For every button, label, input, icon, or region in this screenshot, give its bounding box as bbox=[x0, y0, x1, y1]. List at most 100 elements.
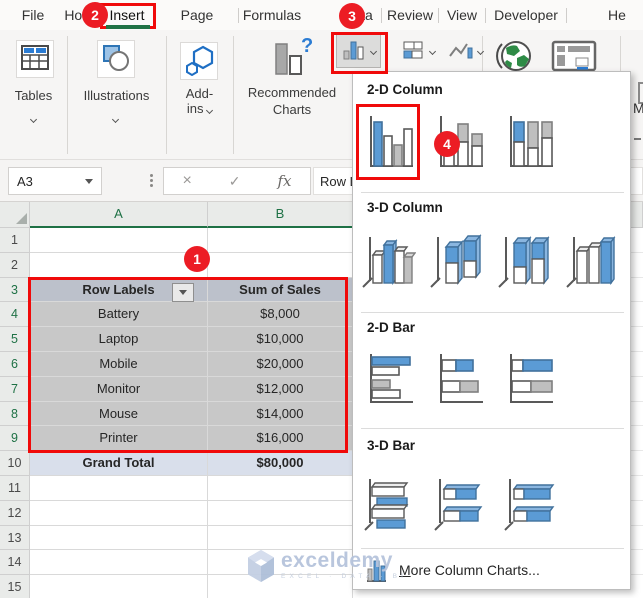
chart-type-3d-100-stacked-column[interactable] bbox=[495, 226, 553, 294]
row-header-9[interactable]: 9 bbox=[0, 426, 30, 452]
row-header-11[interactable]: 11 bbox=[0, 475, 30, 501]
row-10: 10 Grand Total $80,000 bbox=[0, 451, 643, 476]
chart-type-3d-column[interactable] bbox=[563, 226, 621, 294]
cell-a8[interactable]: Mouse bbox=[30, 401, 208, 427]
highlight-box-column-chart-button bbox=[331, 32, 388, 74]
tab-view[interactable]: View bbox=[446, 7, 478, 23]
cell-a7[interactable]: Monitor bbox=[30, 376, 208, 402]
step-badge-1: 1 bbox=[184, 246, 210, 272]
insert-function-icon[interactable]: fx bbox=[277, 172, 292, 190]
cell-a6[interactable]: Mobile bbox=[30, 351, 208, 377]
column-header-a[interactable]: A bbox=[30, 202, 208, 228]
cell-b7[interactable]: $12,000 bbox=[208, 376, 353, 402]
row-header-1[interactable]: 1 bbox=[0, 228, 30, 253]
3d-100-stacked-column-icon bbox=[498, 236, 550, 288]
row-header-5[interactable]: 5 bbox=[0, 327, 30, 352]
filter-arrow-icon bbox=[179, 290, 187, 295]
row-header-10[interactable]: 10 bbox=[0, 451, 30, 476]
insert-column-chart-icon bbox=[341, 39, 367, 64]
clustered-column-icon bbox=[370, 116, 413, 167]
row-header-2[interactable]: 2 bbox=[0, 252, 30, 278]
row-header-13[interactable]: 13 bbox=[0, 525, 30, 551]
select-all-button[interactable] bbox=[0, 202, 30, 228]
section-title-2d-bar: 2-D Bar bbox=[367, 320, 416, 335]
more-column-charts-item[interactable]: More Column Charts... bbox=[353, 554, 632, 586]
tab-file[interactable]: File bbox=[21, 7, 45, 23]
chart-type-stacked-bar[interactable] bbox=[431, 344, 489, 412]
pivotchart-button[interactable] bbox=[551, 40, 597, 75]
clipped-ribbon-label: M bbox=[633, 100, 643, 116]
row-header-4[interactable]: 4 bbox=[0, 302, 30, 328]
maps-globe-icon bbox=[494, 41, 536, 77]
chart-type-3d-stacked-column[interactable] bbox=[427, 226, 485, 294]
chart-type-clustered-bar[interactable] bbox=[361, 344, 419, 412]
cell-b8[interactable]: $14,000 bbox=[208, 401, 353, 427]
chart-type-100-stacked-bar[interactable] bbox=[501, 344, 559, 412]
insert-line-chart-button[interactable] bbox=[444, 34, 487, 68]
3d-100-stacked-bar-icon bbox=[504, 479, 555, 531]
3d-clustered-column-icon bbox=[362, 237, 416, 288]
insert-bar-chart-button[interactable] bbox=[398, 34, 439, 68]
row-header-6[interactable]: 6 bbox=[0, 351, 30, 377]
section-title-2d-column: 2-D Column bbox=[367, 82, 443, 97]
row-header-15[interactable]: 15 bbox=[0, 575, 30, 598]
add-ins-button[interactable] bbox=[180, 42, 218, 80]
step-badge-4: 4 bbox=[434, 131, 460, 157]
section-title-3d-bar: 3-D Bar bbox=[367, 438, 416, 453]
maps-button[interactable] bbox=[494, 38, 536, 77]
tables-button[interactable] bbox=[16, 40, 54, 78]
cell-b6[interactable]: $20,000 bbox=[208, 351, 353, 377]
stacked-bar-icon bbox=[440, 354, 483, 403]
chart-type-3d-stacked-bar[interactable] bbox=[431, 470, 489, 538]
tab-help-clipped[interactable]: He bbox=[608, 7, 626, 23]
illustrations-label: Illustrations bbox=[83, 88, 150, 103]
clipped-ribbon-button bbox=[638, 82, 643, 104]
formula-bar-splitter[interactable] bbox=[150, 174, 153, 177]
highlight-box-clustered-column-option bbox=[356, 104, 420, 180]
cell-a10[interactable]: Grand Total bbox=[30, 451, 208, 476]
100-stacked-column-icon bbox=[510, 116, 553, 167]
illustrations-button[interactable] bbox=[97, 40, 135, 78]
column-header-b[interactable]: B bbox=[208, 202, 353, 228]
tab-developer[interactable]: Developer bbox=[494, 7, 558, 23]
pivot-filter-button[interactable] bbox=[172, 283, 194, 302]
add-ins-label: Add- ins bbox=[185, 86, 214, 116]
section-title-3d-column: 3-D Column bbox=[367, 200, 443, 215]
cell-a5[interactable]: Laptop bbox=[30, 327, 208, 352]
3d-stacked-bar-icon bbox=[434, 479, 483, 531]
cell-b3[interactable]: Sum of Sales bbox=[208, 277, 353, 303]
row-header-7[interactable]: 7 bbox=[0, 376, 30, 402]
tab-formulas[interactable]: Formulas bbox=[242, 7, 302, 23]
recommended-charts-label: Recommended Charts bbox=[247, 85, 337, 117]
insert-bar-chart-icon bbox=[402, 40, 426, 63]
cancel-icon[interactable]: × bbox=[182, 172, 192, 189]
name-box-dropdown-icon[interactable] bbox=[85, 178, 93, 184]
name-box[interactable]: A3 bbox=[8, 167, 102, 195]
insert-line-chart-icon bbox=[448, 40, 474, 63]
cell-b4[interactable]: $8,000 bbox=[208, 302, 353, 328]
row-header-14[interactable]: 14 bbox=[0, 550, 30, 576]
cell-b5[interactable]: $10,000 bbox=[208, 327, 353, 352]
recommended-charts-button[interactable]: ? bbox=[272, 35, 313, 83]
tab-insert[interactable]: Insert bbox=[109, 7, 145, 23]
chart-type-3d-clustered-column[interactable] bbox=[359, 226, 417, 294]
chart-type-3d-100-stacked-bar[interactable] bbox=[501, 470, 559, 538]
chart-type-clustered-column[interactable] bbox=[361, 108, 419, 176]
row-header-8[interactable]: 8 bbox=[0, 401, 30, 427]
3d-column-icon bbox=[566, 235, 616, 288]
cell-a9[interactable]: Printer bbox=[30, 426, 208, 452]
chart-type-3d-clustered-bar[interactable] bbox=[361, 470, 419, 538]
tab-page-layout[interactable]: Page Layout bbox=[176, 7, 218, 53]
step-badge-2: 2 bbox=[82, 2, 108, 28]
cell-b10[interactable]: $80,000 bbox=[208, 451, 353, 476]
row-7: 7 Monitor $12,000 bbox=[0, 376, 643, 402]
highlight-box-data-range bbox=[28, 277, 348, 453]
clustered-bar-icon bbox=[370, 354, 413, 403]
insert-column-chart-button[interactable] bbox=[336, 34, 381, 68]
row-header-12[interactable]: 12 bbox=[0, 500, 30, 526]
enter-icon[interactable]: ✓ bbox=[228, 172, 241, 189]
chart-type-100-stacked-column[interactable] bbox=[501, 108, 559, 176]
cell-a4[interactable]: Battery bbox=[30, 302, 208, 328]
tab-review[interactable]: Review bbox=[387, 7, 433, 23]
row-header-3[interactable]: 3 bbox=[0, 277, 30, 303]
